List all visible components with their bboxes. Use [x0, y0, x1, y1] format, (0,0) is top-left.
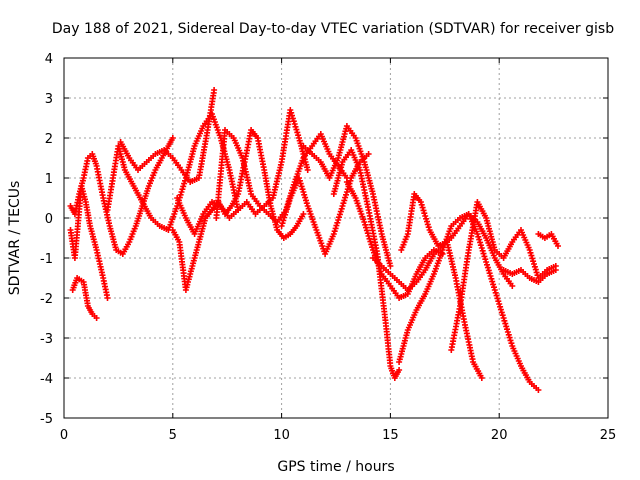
data-points	[67, 87, 561, 393]
sat-trace-3-markers	[69, 275, 100, 321]
sat-trace-10	[300, 123, 394, 269]
y-tick-label: 4	[45, 52, 53, 67]
y-tick-label: -4	[40, 372, 53, 387]
y-tick-labels: -5 -4 -3 -2 -1 0 1 2 3 4	[40, 52, 53, 427]
sat-trace-4-markers	[104, 111, 242, 233]
sat-trace-4	[104, 111, 242, 233]
y-tick-label: -3	[40, 332, 53, 347]
sat-trace-17-markers	[500, 267, 559, 285]
sat-trace-7-markers	[174, 107, 311, 237]
x-tick-label: 5	[169, 428, 177, 443]
sat-trace-18-markers	[535, 231, 561, 249]
x-tick-label: 0	[60, 428, 68, 443]
sat-trace-13-markers	[396, 211, 542, 393]
sat-trace-3	[69, 275, 100, 321]
sat-trace-15	[370, 211, 516, 293]
grid-lines	[64, 58, 608, 418]
sat-trace-5-markers	[117, 87, 218, 185]
y-tick-label: 3	[45, 92, 53, 107]
chart-title: Day 188 of 2021, Sidereal Day-to-day VTE…	[52, 21, 614, 37]
sat-trace-7	[174, 107, 311, 237]
x-tick-label: 10	[273, 428, 290, 443]
y-tick-label: 0	[45, 212, 53, 227]
y-tick-label: -2	[40, 292, 53, 307]
sat-trace-9	[278, 151, 372, 257]
x-tick-label: 20	[491, 428, 508, 443]
sat-trace-13	[396, 211, 542, 393]
sat-trace-16	[448, 199, 559, 353]
sat-trace-10-markers	[300, 123, 394, 269]
sat-trace-15-markers	[370, 211, 516, 293]
sat-trace-16-markers	[448, 199, 559, 353]
y-axis-label: SDTVAR / TECUs	[7, 181, 23, 296]
sat-trace-2	[67, 183, 111, 301]
sat-trace-5	[117, 87, 218, 185]
y-tick-label: -5	[40, 412, 53, 427]
plot-frame	[63, 57, 609, 419]
x-tick-labels: 0 5 10 15 20 25	[60, 428, 616, 443]
y-tick-label: 2	[45, 132, 53, 147]
sat-trace-9-markers	[278, 151, 372, 257]
sat-trace-18	[535, 231, 561, 249]
y-tick-label: -1	[40, 252, 53, 267]
sat-trace-17	[500, 267, 559, 285]
x-tick-label: 15	[382, 428, 399, 443]
y-tick-label: 1	[45, 172, 53, 187]
sat-trace-2-markers	[67, 183, 111, 301]
x-axis-label: GPS time / hours	[277, 459, 394, 475]
x-tick-label: 25	[600, 428, 617, 443]
axis-ticks	[63, 57, 609, 419]
